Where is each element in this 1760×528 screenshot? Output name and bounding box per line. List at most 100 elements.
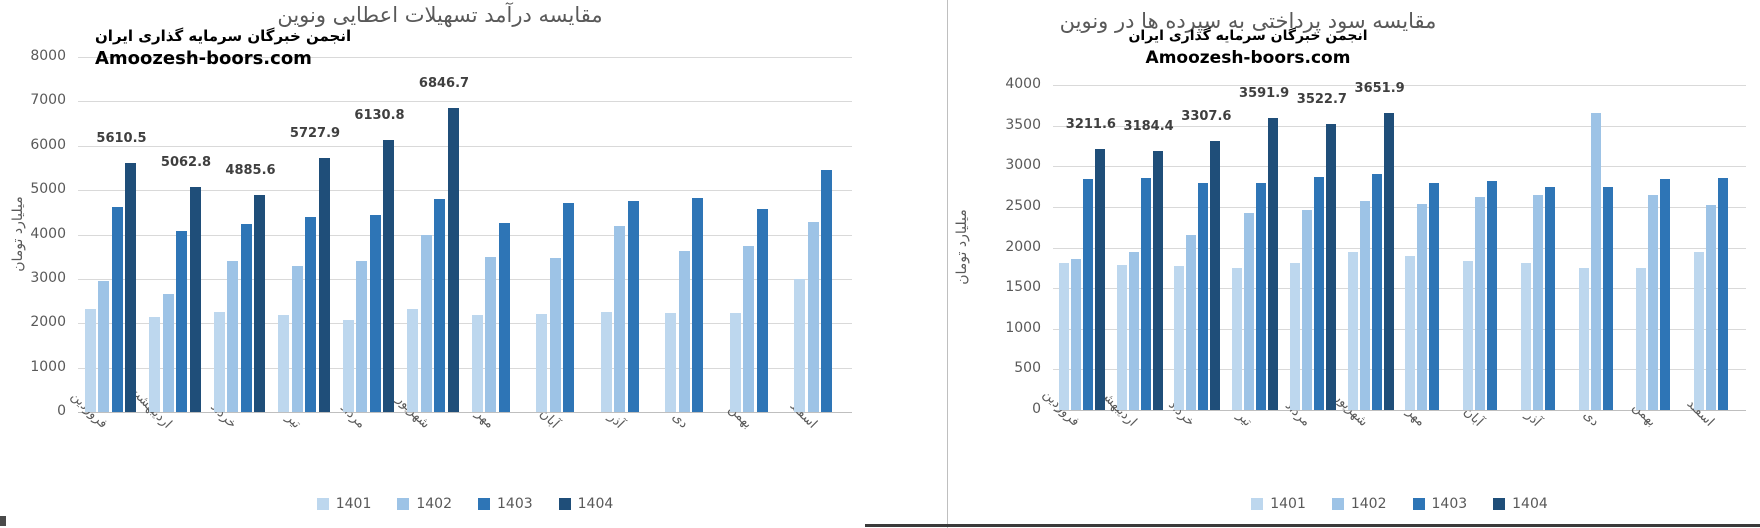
bar-1401-m4	[1232, 268, 1243, 410]
legend-item-1404: 1404	[558, 496, 614, 512]
bar-1403-m3	[1198, 182, 1209, 410]
bottom-border-line	[865, 524, 1760, 527]
bar-1402-m9	[1532, 194, 1543, 410]
legend-item-1401: 1401	[1251, 496, 1306, 512]
chart-title: مقایسه سود پرداختی به سپرده ها در ونوین	[1059, 9, 1437, 33]
gridline	[78, 279, 852, 280]
bar-1404-m5	[1325, 123, 1336, 410]
bar-1404-m3	[1210, 141, 1221, 410]
bar-value-label: 3211.6	[1065, 117, 1116, 133]
bar-1402-m4	[1244, 213, 1255, 410]
bar-1401-m3	[1174, 266, 1185, 410]
legend-swatch-icon	[316, 498, 329, 510]
bar-value-label: 3651.9	[1354, 81, 1405, 97]
bar-1402-m11	[743, 246, 754, 412]
bar-1401-m1	[84, 308, 96, 412]
bar-value-label: 6130.8	[354, 107, 405, 123]
y-axis-title: میلیارد تومان	[10, 196, 26, 272]
gridline	[78, 368, 852, 369]
bar-1401-m7	[471, 315, 483, 412]
bar-1403-m4	[1256, 183, 1267, 410]
legend-item-1403: 1403	[478, 496, 533, 512]
bar-1401-m3	[213, 312, 225, 412]
bar-1402-m7	[1417, 204, 1428, 410]
bar-1402-m9	[614, 225, 625, 412]
bar-1403-m12	[1718, 177, 1729, 410]
legend-swatch-icon	[397, 498, 410, 510]
bar-value-label: 3307.6	[1181, 109, 1232, 125]
bar-1403-m8	[563, 202, 574, 412]
y-tick-label: 3000	[1005, 157, 1041, 174]
legend: 1401 1402 1403 1404	[1053, 496, 1746, 512]
bar-1402-m8	[1475, 197, 1486, 410]
y-tick-label: 1000	[1005, 319, 1041, 336]
bar-1404-m4	[1268, 118, 1279, 410]
y-tick-label: 0	[1032, 401, 1041, 417]
bar-1404-m6	[1383, 113, 1394, 410]
legend-swatch-icon	[478, 498, 490, 510]
gridline	[1053, 207, 1746, 208]
gridline	[78, 190, 852, 191]
bar-1401-m8	[536, 314, 547, 412]
y-tick-label: 4000	[1005, 76, 1041, 92]
legend-item-1402: 1402	[397, 496, 452, 512]
bar-value-label: 5610.5	[96, 131, 147, 147]
y-tick-label: 3000	[30, 269, 66, 286]
watermark-website-text: Amoozesh-boors.com	[1145, 47, 1351, 68]
legend-label: 1404	[577, 496, 614, 512]
bar-1404-m4	[318, 157, 330, 412]
y-axis-title: میلیارد تومان	[954, 209, 970, 285]
legend-swatch-icon	[1493, 498, 1506, 510]
legend-item-1404: 1404	[1493, 496, 1548, 512]
watermark-association-text: انجمن خبرگان سرمایه گذاری ایران	[1128, 28, 1368, 44]
bar-1401-m7	[1405, 256, 1416, 410]
y-tick-label: 7000	[30, 92, 66, 109]
legend-item-1401: 1401	[316, 496, 371, 512]
gridline	[1053, 85, 1746, 86]
bar-1401-m6	[407, 309, 418, 412]
bar-1401-m4	[278, 315, 289, 412]
bar-1402-m6	[420, 234, 432, 412]
legend-label: 1403	[1431, 496, 1468, 512]
legend-swatch-icon	[558, 498, 571, 510]
x-tick-label: آذر	[604, 409, 627, 432]
bar-1402-m3	[1186, 235, 1197, 410]
legend-label: 1403	[497, 496, 533, 512]
legend-item-1403: 1403	[1412, 496, 1468, 512]
bar-1402-m2	[162, 293, 174, 412]
gridline	[1053, 329, 1746, 330]
bar-1403-m6	[1371, 173, 1382, 410]
legend-label: 1404	[1512, 496, 1548, 512]
bar-1403-m5	[1313, 176, 1324, 410]
y-tick-label: 2000	[1005, 238, 1041, 255]
bar-value-label: 3591.9	[1239, 86, 1290, 102]
bar-1403-m6	[434, 198, 445, 412]
bar-1402-m7	[485, 257, 496, 412]
bar-1402-m10	[678, 251, 690, 412]
gridline	[78, 235, 852, 236]
plot-area: 0100020003000400050006000700080005610.5ف…	[30, 48, 852, 432]
bar-1402-m5	[1301, 210, 1312, 410]
bar-1404-m5	[383, 139, 394, 412]
legend-label: 1402	[1350, 496, 1387, 512]
bar-1401-m2	[1116, 265, 1127, 410]
x-axis-line	[78, 412, 852, 413]
bar-1401-m11	[1636, 267, 1647, 410]
gridline	[78, 57, 852, 58]
y-tick-label: 0	[57, 403, 66, 419]
bar-1403-m9	[1544, 187, 1555, 410]
x-tick-label: آذر	[1522, 407, 1544, 430]
bar-1402-m8	[549, 258, 561, 412]
bar-1401-m12	[794, 278, 805, 412]
gridline	[1053, 126, 1746, 127]
bar-1403-m1	[1082, 179, 1093, 410]
bar-1401-m8	[1463, 260, 1474, 410]
legend-label: 1402	[416, 496, 452, 512]
bar-1401-m6	[1347, 252, 1358, 410]
facilities-income-chart-panel: مقایسه درآمد تسهیلات اعطایی ونوین انجمن …	[10, 3, 852, 512]
gridline	[1053, 288, 1746, 289]
legend-label: 1401	[1270, 496, 1306, 512]
bar-1402-m12	[1706, 205, 1717, 410]
bar-1403-m3	[240, 224, 252, 412]
x-axis-line	[1053, 410, 1746, 411]
